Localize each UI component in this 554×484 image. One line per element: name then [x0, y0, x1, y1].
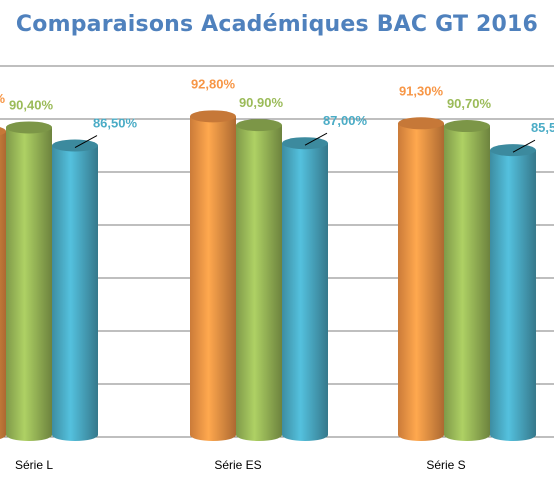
label-leader-line [74, 135, 98, 148]
data-label: 92,80% [191, 76, 236, 91]
data-label: 86,50% [93, 116, 138, 131]
data-label: 90,70% [447, 96, 492, 111]
data-label: 87,00% [323, 113, 368, 128]
data-label: 85,50% [531, 120, 554, 135]
x-axis: Série L Série ES Série S [15, 458, 466, 472]
label-leader-line [304, 132, 328, 146]
data-label: 91,30% [399, 83, 444, 98]
bar [0, 127, 6, 440]
bar [52, 139, 98, 441]
category-label: Série ES [214, 458, 261, 472]
bar [398, 117, 444, 441]
chart-title: Comparaisons Académiques BAC GT 2016 [15, 12, 539, 37]
category-label: Série L [15, 458, 53, 472]
data-label: 90,40% [9, 97, 54, 112]
data-label: 89,60% [0, 91, 5, 106]
category-label: Série S [426, 458, 465, 472]
bar [6, 121, 52, 441]
bar [444, 120, 490, 441]
bar [490, 144, 536, 441]
bar [282, 137, 328, 441]
data-label: 90,90% [239, 95, 284, 110]
label-leader-line [512, 139, 536, 153]
bar [236, 119, 282, 441]
data-labels: 89,60% 90,40% 86,50% 92,80%90,90% 87,00% 91,3… [0, 76, 554, 153]
bar [190, 110, 236, 441]
bars [0, 110, 536, 441]
